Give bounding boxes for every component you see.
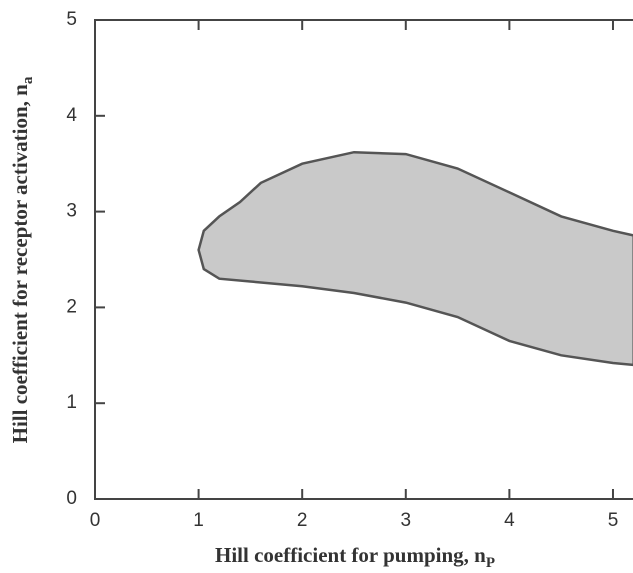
y-tick-label: 3 <box>66 201 77 222</box>
y-tick-label: 4 <box>66 105 77 126</box>
plot-frame <box>94 19 633 500</box>
y-label-text: Hill coefficient for receptor activation… <box>8 84 32 444</box>
x-tick-label: 2 <box>297 510 308 531</box>
x-tick-label: 3 <box>400 510 411 531</box>
x-axis-label: Hill coefficient for pumping, nP <box>215 543 495 571</box>
x-label-text: Hill coefficient for pumping, n <box>215 543 486 567</box>
y-label-sub: a <box>20 76 36 84</box>
y-tick-label: 5 <box>66 9 77 30</box>
shaded-region <box>197 150 633 367</box>
x-tick-label: 5 <box>608 510 619 531</box>
y-tick-label: 0 <box>66 488 77 509</box>
x-tick-label: 0 <box>90 510 101 531</box>
x-label-sub: P <box>486 555 495 571</box>
x-tick-label: 4 <box>504 510 515 531</box>
x-tick-label: 1 <box>193 510 204 531</box>
y-tick-label: 1 <box>66 392 77 413</box>
y-tick-label: 2 <box>66 296 77 317</box>
y-axis-label: Hill coefficient for receptor activation… <box>8 76 36 443</box>
